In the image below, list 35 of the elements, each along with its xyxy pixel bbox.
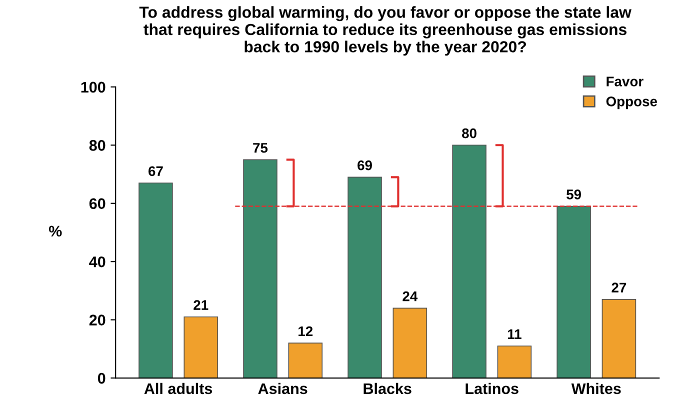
y-tick-label: 60 — [89, 198, 106, 210]
data-label: 21 — [194, 300, 208, 310]
legend-label: Favor — [606, 76, 644, 86]
data-label: 67 — [148, 166, 163, 176]
data-label: 12 — [298, 326, 313, 336]
bar — [288, 342, 323, 378]
data-label: 59 — [566, 190, 582, 200]
x-tick-label: Asians — [258, 382, 308, 394]
bar — [184, 316, 218, 378]
bar — [452, 144, 486, 378]
y-tick-label: 0 — [98, 372, 106, 384]
bar — [243, 159, 278, 378]
legend-label: Oppose — [606, 96, 658, 110]
y-tick-label: 20 — [89, 314, 106, 326]
y-tick-label: 40 — [89, 256, 106, 268]
bar — [497, 346, 532, 378]
x-tick-label: All adults — [144, 382, 212, 394]
data-label: 24 — [402, 291, 418, 302]
x-tick-label: Whites — [571, 382, 621, 394]
bar — [602, 299, 636, 378]
data-label: 75 — [253, 143, 268, 153]
bar — [392, 308, 428, 378]
bar — [348, 176, 382, 378]
y-tick-label: 100 — [81, 82, 106, 93]
data-label: 11 — [508, 329, 522, 339]
chart-title: To address global warming, do you favor or oppose the state law that requires California to reduce its greenhouse gas emissions back to 1990 levels by the year 2020? — [139, 6, 632, 56]
bar — [138, 182, 173, 378]
bar — [556, 206, 591, 378]
y-tick-label: 80 — [89, 140, 106, 151]
data-label: 27 — [612, 282, 626, 292]
y-axis-title: % — [48, 226, 62, 237]
x-tick-label: Blacks — [364, 382, 412, 394]
data-label: 69 — [358, 160, 372, 170]
x-tick-label: Latinos — [466, 382, 518, 394]
data-label: 80 — [462, 128, 476, 138]
